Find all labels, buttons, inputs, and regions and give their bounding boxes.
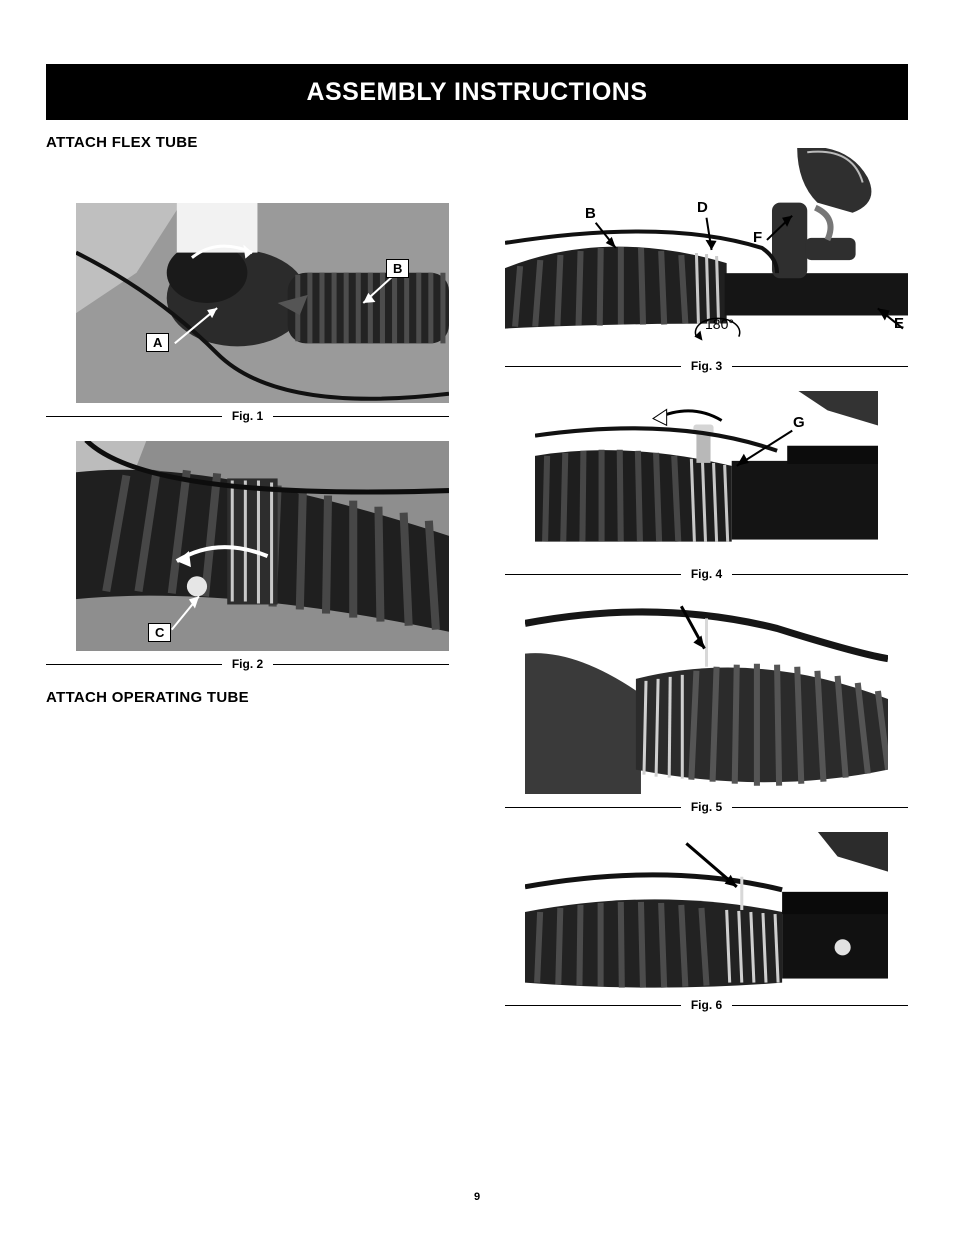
figure-1-image: A B [76,203,449,403]
figure-1-label: Fig. 1 [222,409,273,423]
page: ASSEMBLY INSTRUCTIONS ATTACH FLEX TUBE [0,0,954,1235]
columns: ATTACH FLEX TUBE [46,134,908,1030]
callout-e: E [894,316,904,331]
figure-6-label-row: Fig. 6 [505,998,908,1012]
rule [505,574,681,575]
rule [505,1005,681,1006]
callout-g: G [793,415,805,430]
figure-2-label-row: Fig. 2 [46,657,449,671]
rule [46,416,222,417]
figure-4-image: G [535,391,878,561]
rule [505,366,681,367]
figure-5-image [525,599,888,794]
callout-c: C [148,623,171,642]
title-bar: ASSEMBLY INSTRUCTIONS [46,64,908,120]
rule [46,664,222,665]
rule [732,366,908,367]
rule [732,574,908,575]
figure-2: C Fig. 2 [46,441,449,671]
figure-2-image: C [76,441,449,651]
figure-1-label-row: Fig. 1 [46,409,449,423]
rule [732,1005,908,1006]
title-text: ASSEMBLY INSTRUCTIONS [306,78,647,106]
callout-b: B [386,259,409,278]
figure-3-label: Fig. 3 [681,359,732,373]
figure-3-label-row: Fig. 3 [505,359,908,373]
figure-2-label: Fig. 2 [222,657,273,671]
figure-4-label-row: Fig. 4 [505,567,908,581]
callout-d: D [697,200,708,215]
page-number: 9 [0,1191,954,1203]
figure-5-label-row: Fig. 5 [505,800,908,814]
figure-3-image: B D F E 180° [505,148,908,353]
figure-3: B D F E 180° Fig. 3 [505,148,908,373]
figure-6-label: Fig. 6 [681,998,732,1012]
left-column: ATTACH FLEX TUBE [46,134,449,1030]
figure-5: Fig. 5 [505,599,908,814]
heading-attach-flex-tube: ATTACH FLEX TUBE [46,134,449,151]
figure-4-label: Fig. 4 [681,567,732,581]
figure-4: G Fig. 4 [505,391,908,581]
callout-b: B [585,206,596,221]
heading-attach-operating-tube: ATTACH OPERATING TUBE [46,689,449,706]
callout-f: F [753,230,762,245]
rule [505,807,681,808]
figure-6: Fig. 6 [505,832,908,1012]
figure-1: A B Fig. 1 [46,203,449,423]
figure-5-label: Fig. 5 [681,800,732,814]
figure-6-image [525,832,888,992]
rule [273,416,449,417]
angle-180: 180° [705,316,734,332]
rule [732,807,908,808]
right-column: B D F E 180° Fig. 3 [505,134,908,1030]
rule [273,664,449,665]
callout-a: A [146,333,169,352]
